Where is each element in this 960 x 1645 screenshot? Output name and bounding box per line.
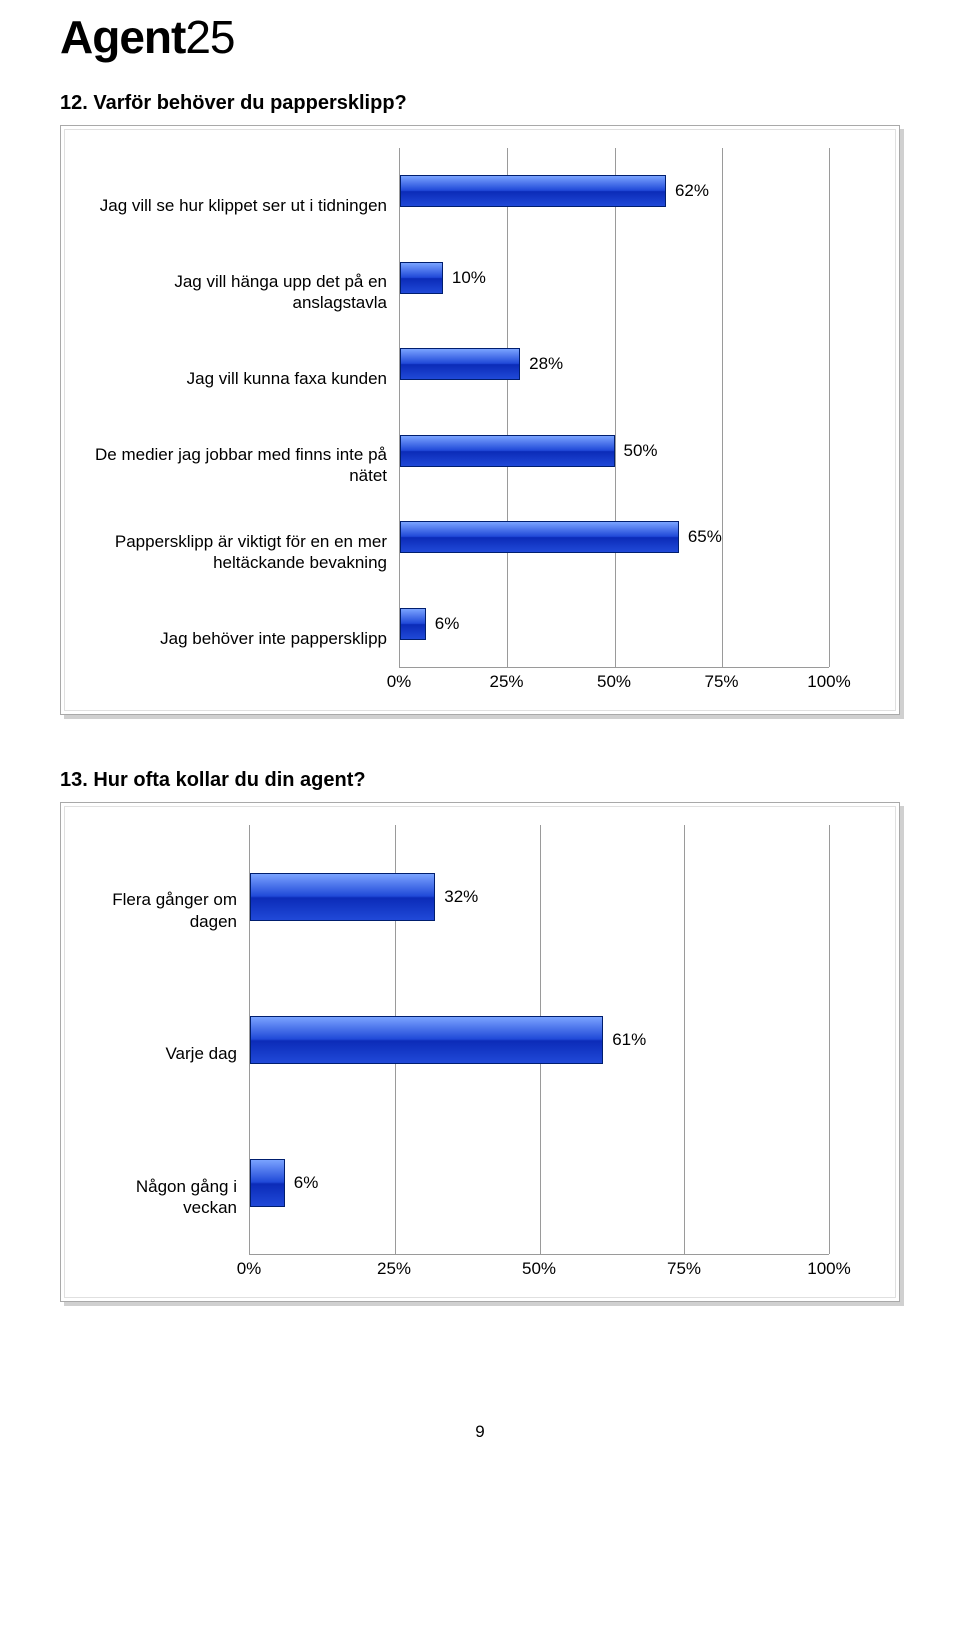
- labels-column: Jag vill se hur klippet ser ut i tidning…: [79, 162, 399, 682]
- x-tick-label: 0%: [387, 672, 412, 692]
- x-ticks: 0%25%50%75%100%: [399, 668, 829, 696]
- plot-area: 62% 10% 28% 50% 65% 6%: [399, 148, 829, 668]
- gridline: [829, 825, 830, 1254]
- chart1-title: 12. Varför behöver du pappersklipp?: [60, 92, 900, 115]
- plot-column: 32%61%6%0%25%50%75%100%: [249, 825, 829, 1283]
- bar-value: 6%: [435, 614, 460, 634]
- bar: 6%: [250, 1159, 285, 1207]
- x-tick-label: 100%: [807, 1259, 850, 1279]
- bar-label: Jag vill hänga upp det på en anslagstavl…: [79, 271, 399, 314]
- x-tick-label: 50%: [597, 672, 631, 692]
- bar-value: 6%: [294, 1173, 319, 1193]
- bar-label: Jag vill kunna faxa kunden: [187, 368, 399, 389]
- plot-area: 32% 61% 6%: [249, 825, 829, 1255]
- bar: 50%: [400, 435, 615, 467]
- bar-value: 65%: [688, 527, 722, 547]
- bar-value: 10%: [452, 268, 486, 288]
- bars-wrap: 62% 10% 28% 50% 65% 6%: [400, 148, 829, 667]
- bar-value: 62%: [675, 181, 709, 201]
- bar-value: 61%: [612, 1030, 646, 1050]
- bar-label: Pappersklipp är viktigt för en en mer he…: [79, 531, 399, 574]
- chart2-title: 13. Hur ofta kollar du din agent?: [60, 769, 900, 792]
- bar-value: 32%: [444, 887, 478, 907]
- labels-column: Flera gånger om dagen Varje dag Någon gång…: [79, 839, 249, 1269]
- x-tick-label: 75%: [704, 672, 738, 692]
- gridline: [829, 148, 830, 667]
- x-ticks: 0%25%50%75%100%: [249, 1255, 829, 1283]
- bar: 10%: [400, 262, 443, 294]
- bar-value: 50%: [624, 441, 658, 461]
- bar: 32%: [250, 873, 435, 921]
- x-tick-label: 0%: [237, 1259, 262, 1279]
- bars-wrap: 32% 61% 6%: [250, 825, 829, 1254]
- bar-label: Någon gång i veckan: [79, 1176, 249, 1219]
- x-tick-label: 75%: [667, 1259, 701, 1279]
- bar: 6%: [400, 608, 426, 640]
- bar-label: Jag behöver inte pappersklipp: [160, 628, 399, 649]
- plot-column: 62%10%28%50%65%6%0%25%50%75%100%: [399, 148, 829, 696]
- page-root: Agent25 12. Varför behöver du papperskli…: [0, 0, 960, 1482]
- x-tick-label: 50%: [522, 1259, 556, 1279]
- page-number: 9: [60, 1422, 900, 1442]
- bar: 61%: [250, 1016, 603, 1064]
- x-tick-label: 25%: [377, 1259, 411, 1279]
- chart-row: Jag vill se hur klippet ser ut i tidning…: [79, 148, 871, 696]
- x-tick-label: 25%: [489, 672, 523, 692]
- bar: 62%: [400, 175, 666, 207]
- brand-name-1: Agent: [60, 11, 185, 63]
- x-tick-label: 100%: [807, 672, 850, 692]
- bar-value: 28%: [529, 354, 563, 374]
- bar-label: Flera gånger om dagen: [79, 889, 249, 932]
- chart2-container: Flera gånger om dagen Varje dag Någon gång…: [60, 802, 900, 1302]
- chart1-container: Jag vill se hur klippet ser ut i tidning…: [60, 125, 900, 715]
- brand-name-2: 25: [185, 11, 234, 63]
- brand-logo: Agent25: [60, 10, 900, 64]
- bar-label: Jag vill se hur klippet ser ut i tidning…: [100, 195, 399, 216]
- chart-row: Flera gånger om dagen Varje dag Någon gång…: [79, 825, 871, 1283]
- bar: 28%: [400, 348, 520, 380]
- bar: 65%: [400, 521, 679, 553]
- bar-label: Varje dag: [165, 1043, 249, 1064]
- bar-label: De medier jag jobbar med finns inte på n…: [79, 444, 399, 487]
